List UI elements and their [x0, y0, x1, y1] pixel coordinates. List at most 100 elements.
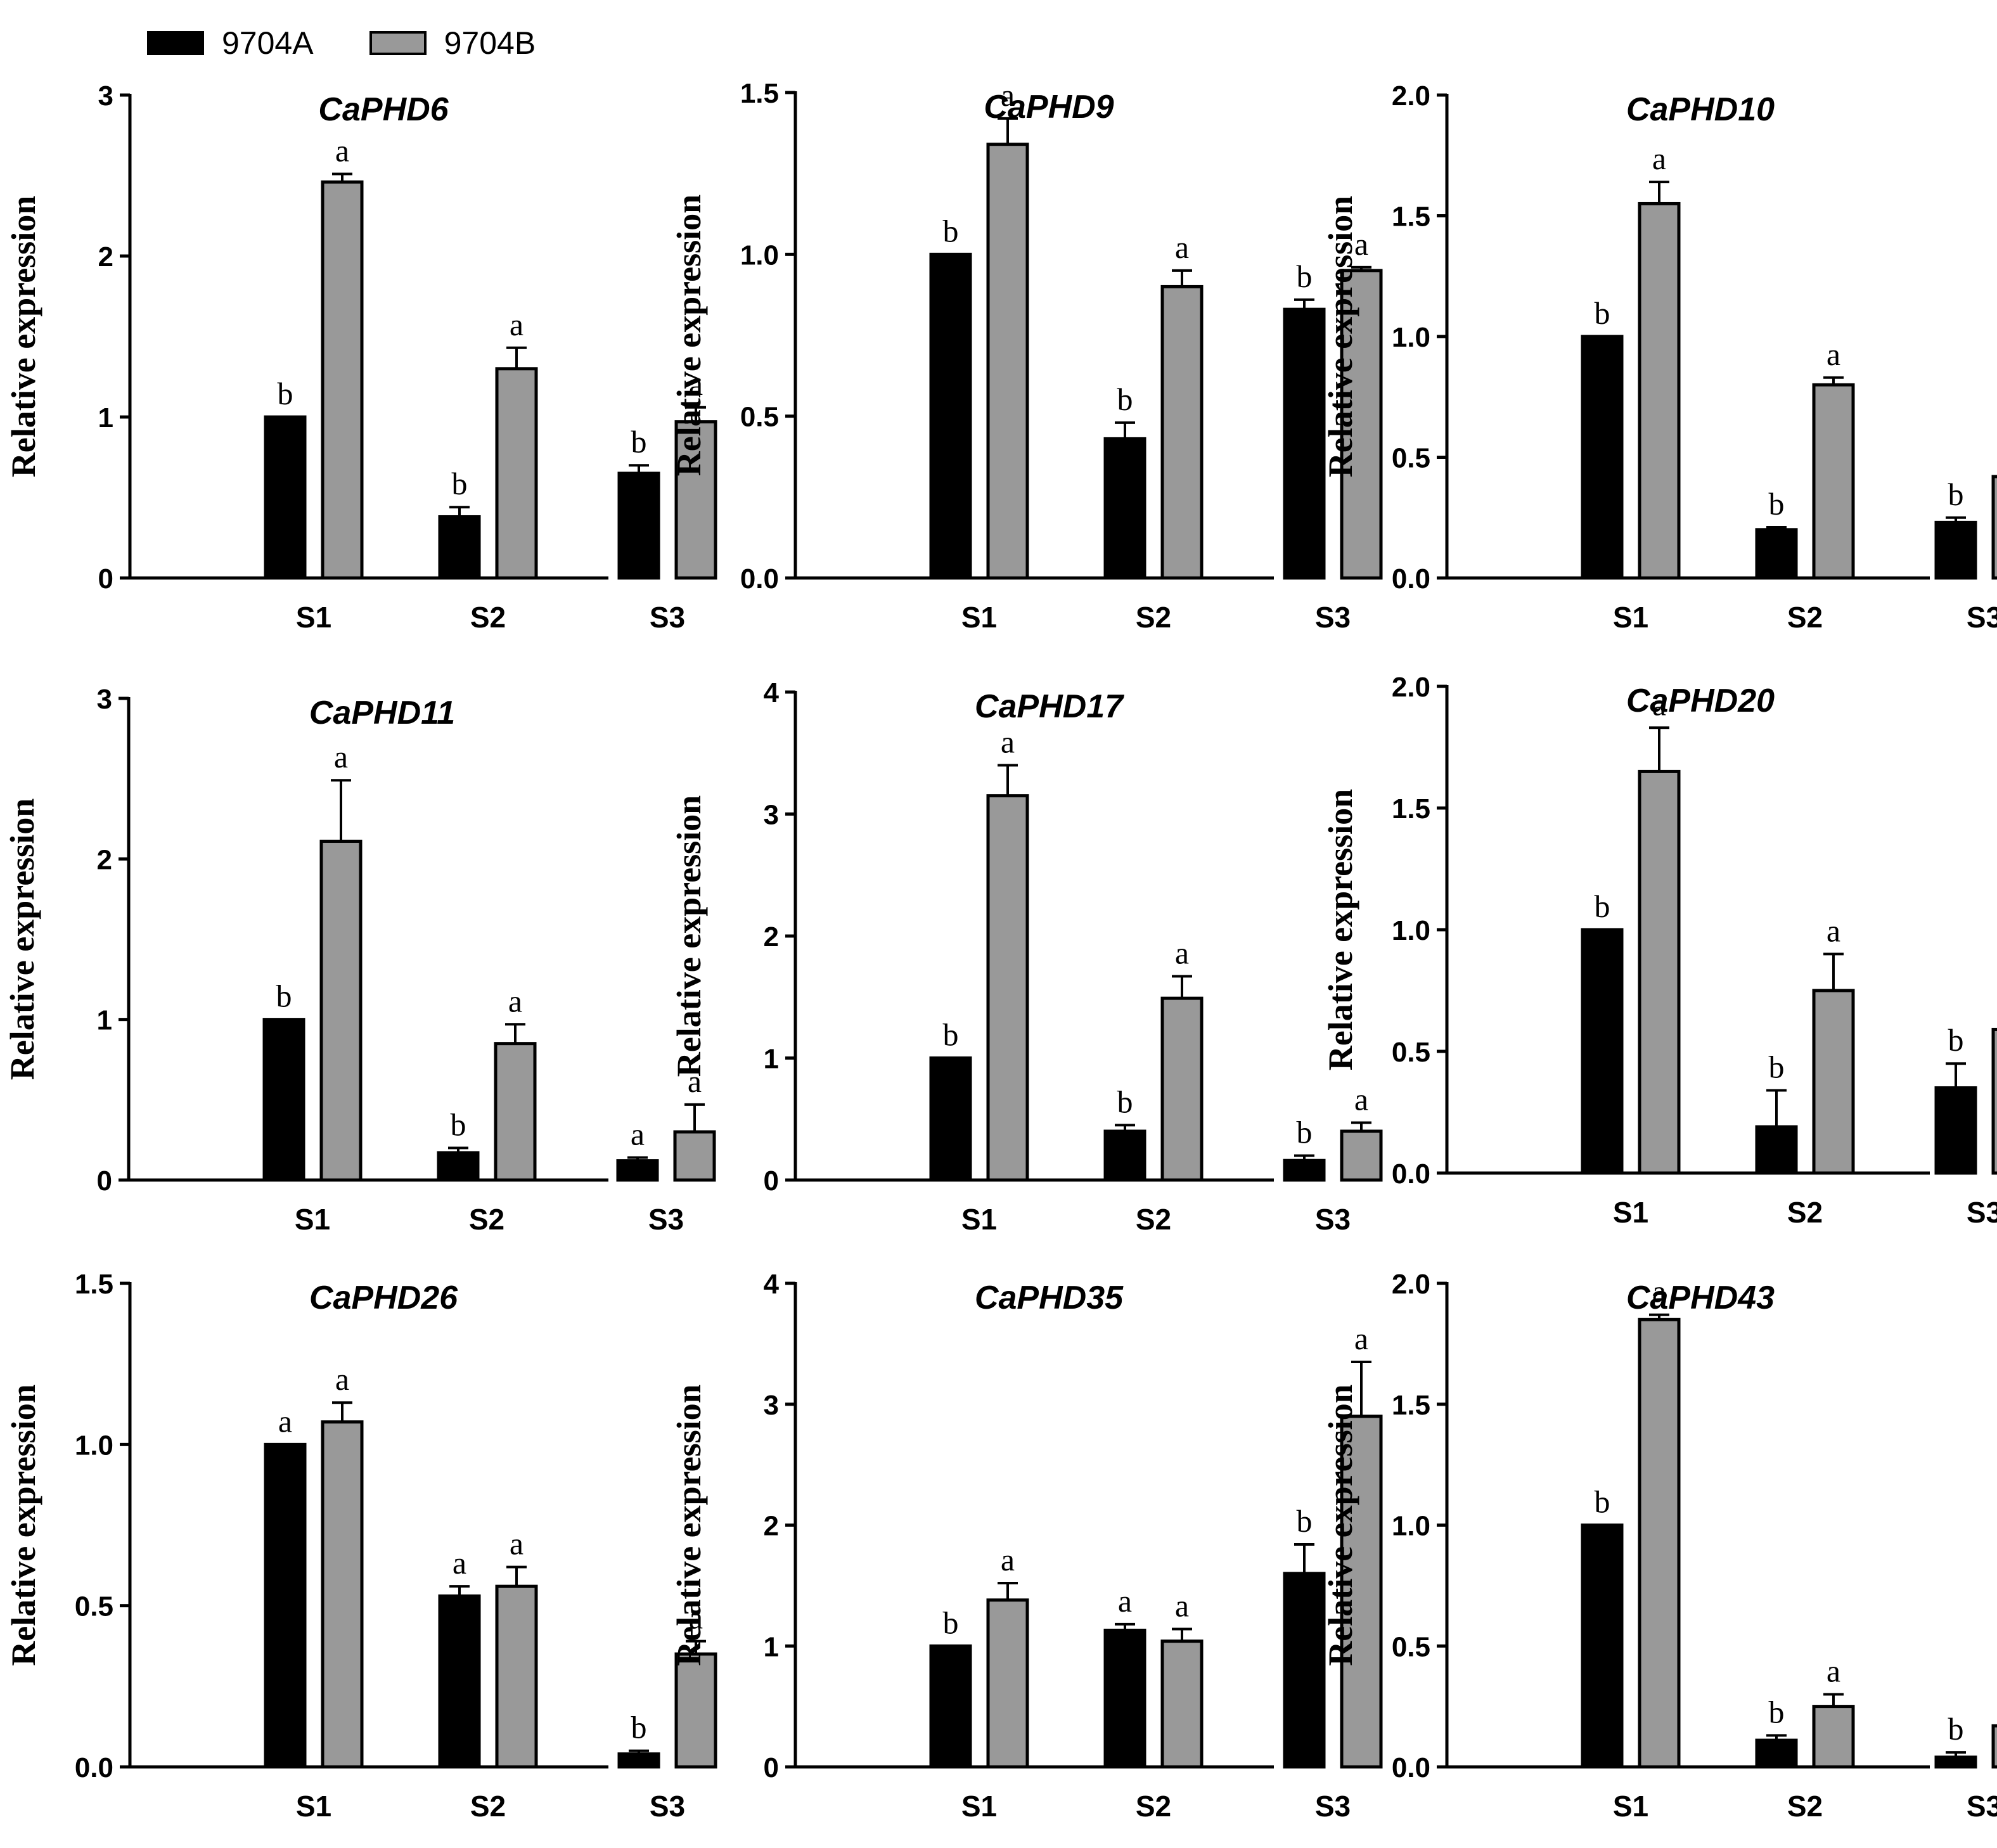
significance-letter: b: [1948, 477, 1964, 512]
significance-letter: a: [453, 1545, 466, 1581]
significance-letter: a: [1827, 913, 1840, 948]
bar-9704b-s2: [1812, 383, 1855, 580]
x-tick-label: S3: [1967, 1790, 1997, 1823]
significance-letter: b: [1595, 889, 1610, 924]
significance-letter: a: [631, 1117, 645, 1152]
y-tick-label: 1.5: [1392, 202, 1430, 233]
legend-label-9704b: 9704B: [444, 25, 536, 61]
bar-9704a-s2: [1755, 1125, 1798, 1175]
bar-9704b-s3: [1340, 1129, 1383, 1182]
bar-9704a-s3: [616, 1159, 659, 1182]
bar-9704a-s2: [1103, 1628, 1146, 1769]
y-tick-label: 0.0: [1392, 1158, 1430, 1190]
x-tick-label: S2: [469, 1203, 504, 1236]
significance-letter: a: [510, 307, 523, 342]
y-tick-label: 0.5: [740, 402, 779, 433]
y-axis-label: Relative expression: [4, 196, 42, 477]
significance-letter: a: [508, 983, 522, 1018]
chart-title: CaPHD17: [975, 688, 1124, 725]
bar-9704a-s2: [438, 515, 481, 580]
chart-panel-caphd43: 0.0 0.5 1.0 1.5 2.0 Relative expression CaPHD4…: [1321, 1269, 1997, 1823]
x-tick-label: S2: [470, 601, 506, 634]
bar-9704a-s2: [1103, 437, 1146, 580]
bar-9704a-s1: [262, 1018, 305, 1182]
x-tick-label: S2: [1136, 1203, 1171, 1236]
chart-title: CaPHD10: [1626, 91, 1775, 128]
legend-label-9704a: 9704A: [222, 25, 314, 61]
bar-9704a-s2: [1755, 1738, 1798, 1769]
significance-letter: b: [1769, 1049, 1785, 1084]
x-tick-label: S2: [1136, 601, 1171, 634]
x-tick-label: S2: [1787, 1790, 1823, 1823]
significance-letter: b: [1769, 1694, 1785, 1729]
y-axis-label: Relative expression: [3, 799, 41, 1080]
chart-title: CaPHD43: [1626, 1280, 1775, 1316]
bar-9704b-s1: [986, 794, 1029, 1182]
bar-9704a-s1: [1581, 1524, 1624, 1769]
y-tick-label: 0: [764, 1752, 779, 1783]
chart-panel-caphd10: 0.0 0.5 1.0 1.5 2.0 Relative expression CaPHD1…: [1321, 80, 1997, 634]
bar-9704b-s1: [321, 1420, 364, 1769]
y-tick-label: 0.5: [1392, 1631, 1430, 1662]
significance-letter: a: [688, 1063, 702, 1099]
bar-9704b-s2: [1160, 285, 1204, 580]
significance-letter: b: [1595, 1484, 1610, 1520]
bar-9704a-s2: [438, 1594, 481, 1769]
y-tick-label: 0: [98, 563, 113, 594]
legend-swatch-9704a: [147, 31, 204, 55]
bar-9704a-s1: [929, 1644, 972, 1769]
x-tick-label: S1: [296, 601, 331, 634]
y-tick-label: 1.5: [740, 78, 779, 109]
bar-9704b-s2: [1160, 996, 1204, 1182]
y-tick-label: 4: [764, 677, 780, 709]
significance-letter: b: [1117, 1084, 1133, 1119]
bar-9704a-s1: [929, 252, 972, 580]
bar-9704a-s1: [264, 1442, 307, 1769]
bar-9704a-s3: [1283, 1572, 1326, 1769]
x-tick-label: S1: [295, 1203, 330, 1236]
significance-letter: a: [1175, 1588, 1189, 1624]
significance-letter: a: [335, 132, 349, 168]
y-tick-label: 2: [97, 844, 112, 875]
y-tick-label: 2: [764, 1511, 779, 1542]
x-tick-label: S3: [1967, 1196, 1997, 1229]
significance-letter: b: [451, 1107, 466, 1142]
bar-9704a-s3: [1934, 520, 1977, 580]
significance-letter: b: [631, 1710, 647, 1745]
y-tick-label: 1: [97, 1005, 112, 1036]
y-tick-label: 0: [97, 1165, 112, 1197]
chart-title: CaPHD26: [309, 1280, 458, 1316]
y-axis-label: Relative expression: [670, 795, 708, 1077]
significance-letter: a: [1175, 935, 1189, 971]
bar-9704a-s2: [1755, 528, 1798, 580]
bar-9704a-s2: [1103, 1129, 1146, 1182]
bar-9704b-s3: [1991, 475, 1997, 580]
significance-letter: a: [278, 1403, 292, 1439]
x-tick-label: S3: [648, 1203, 684, 1236]
significance-letter: a: [1827, 1653, 1840, 1689]
y-tick-label: 0.0: [1392, 1752, 1430, 1783]
bar-9704b-s2: [494, 1042, 537, 1182]
significance-letter: a: [1001, 724, 1015, 760]
bar-9704a-s1: [1581, 335, 1624, 580]
chart-panel-caphd20: 0.0 0.5 1.0 1.5 2.0 Relative expression CaPHD2…: [1321, 672, 1997, 1229]
significance-letter: b: [276, 979, 292, 1014]
significance-letter: a: [335, 1361, 349, 1397]
x-tick-label: S1: [1613, 1790, 1648, 1823]
chart-panel-caphd11: 0 1 2 3 Relative expression CaPHD11 S1 b a S2 b a S3…: [3, 684, 716, 1236]
chart-title: CaPHD35: [975, 1280, 1124, 1316]
bar-9704b-s3: [674, 1652, 717, 1769]
bar-9704b-s2: [1160, 1639, 1204, 1769]
bar-9704b-s3: [673, 1130, 716, 1182]
x-tick-label: S1: [961, 1790, 997, 1823]
x-tick-label: S1: [1613, 601, 1648, 634]
significance-letter: a: [1354, 1082, 1368, 1117]
significance-letter: a: [1827, 337, 1840, 372]
significance-letter: b: [1297, 1115, 1313, 1150]
chart-title: CaPHD11: [309, 695, 455, 731]
chart-panel-caphd35: 0 1 2 3 4 Relative expression CaPHD35 S1 b a S2 a a S…: [670, 1269, 1383, 1823]
x-tick-label: S3: [650, 601, 685, 634]
significance-letter: b: [1117, 382, 1133, 417]
